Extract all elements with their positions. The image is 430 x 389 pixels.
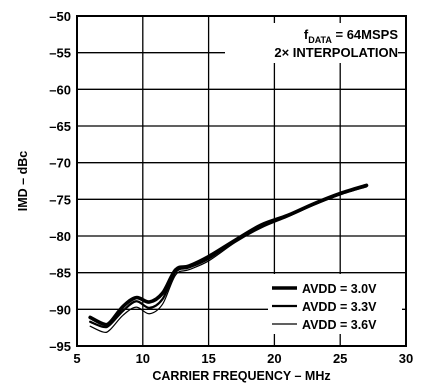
annotation-interpolation: 2× INTERPOLATION xyxy=(274,45,398,60)
series-group xyxy=(88,183,369,333)
y-tick-label-50: –50 xyxy=(49,9,71,24)
y-tick-label-60: –60 xyxy=(49,82,71,97)
x-tick-label-5: 5 xyxy=(73,351,80,366)
annotation-fdata-sub: DATA xyxy=(308,35,332,45)
annotation-fdata-prefix: f xyxy=(304,27,309,42)
legend: AVDD = 3.0V AVDD = 3.3V AVDD = 3.6V xyxy=(268,274,402,334)
x-tick-labels: 5 10 15 20 25 30 xyxy=(73,351,413,366)
x-tick-label-15: 15 xyxy=(201,351,215,366)
legend-label-3: AVDD = 3.6V xyxy=(302,318,377,332)
legend-label-1: AVDD = 3.0V xyxy=(302,282,377,296)
x-tick-label-10: 10 xyxy=(136,351,150,366)
y-tick-label-95: –95 xyxy=(49,339,71,354)
y-tick-label-90: –90 xyxy=(49,302,71,317)
annotation-fdata: fDATA = 64MSPS xyxy=(304,27,398,45)
y-tick-labels: –50 –55 –60 –65 –70 –75 –80 –85 –90 –95 xyxy=(49,9,71,354)
x-tick-label-30: 30 xyxy=(399,351,413,366)
y-tick-label-65: –65 xyxy=(49,119,71,134)
y-tick-label-55: –55 xyxy=(49,46,71,61)
plot-frame xyxy=(76,15,407,347)
annotations: fDATA = 64MSPS 2× INTERPOLATION xyxy=(225,23,398,63)
series-line-3 xyxy=(89,186,368,333)
y-tick-label-80: –80 xyxy=(49,229,71,244)
y-tick-label-70: –70 xyxy=(49,156,71,171)
y-axis-label: IMD – dBc xyxy=(16,151,30,211)
series-line-2 xyxy=(89,185,368,329)
x-tick-label-20: 20 xyxy=(267,351,281,366)
legend-label-2: AVDD = 3.3V xyxy=(302,300,377,314)
x-axis-label: CARRIER FREQUENCY – MHz xyxy=(152,369,330,383)
annotation-background xyxy=(225,23,398,63)
y-tick-label-85: –85 xyxy=(49,266,71,281)
x-tick-label-25: 25 xyxy=(333,351,347,366)
annotation-fdata-suffix: = 64MSPS xyxy=(332,27,398,42)
y-tick-label-75: –75 xyxy=(49,192,71,207)
